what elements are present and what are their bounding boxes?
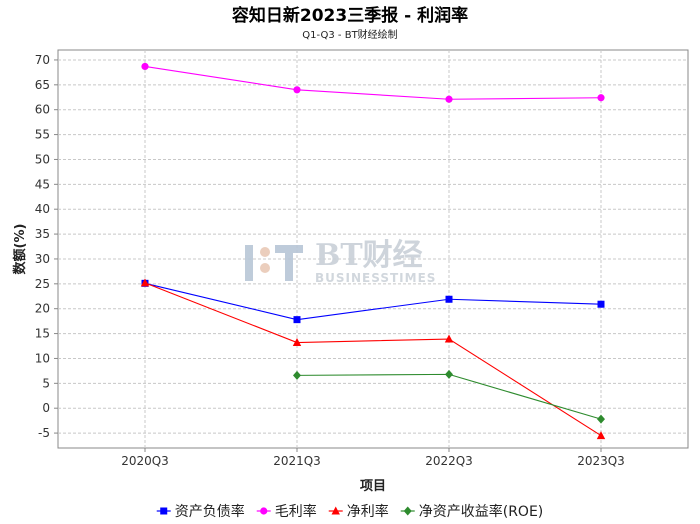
- data-point: [445, 369, 453, 379]
- chart-subtitle: Q1-Q3 - BT财经绘制: [302, 28, 397, 41]
- data-point: [597, 300, 605, 308]
- legend-label: 净利率: [347, 503, 389, 520]
- chart-title: 容知日新2023三季报 - 利润率: [232, 5, 468, 26]
- data-point: [597, 94, 605, 102]
- legend-item-2: 净利率: [328, 503, 389, 520]
- y-axis-label: 数额(%): [12, 224, 28, 275]
- watermark-brand: BT财经: [315, 238, 423, 273]
- data-point: [445, 295, 453, 303]
- legend-item-0: 资产负债率: [156, 503, 245, 520]
- y-tick-label: 70: [35, 53, 50, 67]
- series-3: [293, 369, 605, 424]
- y-tick-label: 30: [35, 252, 50, 266]
- data-point: [445, 95, 453, 103]
- data-point: [596, 431, 606, 440]
- y-tick-label: 10: [35, 351, 50, 365]
- y-tick-label: 50: [35, 152, 50, 166]
- gridlines: [58, 50, 688, 448]
- data-point: [293, 316, 301, 324]
- x-tick-label: 2021Q3: [273, 454, 321, 468]
- x-tick-label: 2022Q3: [425, 454, 473, 468]
- data-point: [597, 414, 605, 424]
- y-tick-label: 25: [35, 277, 50, 291]
- legend-marker: [403, 506, 412, 516]
- series-layer: [140, 62, 606, 440]
- x-tick-label: 2023Q3: [577, 454, 625, 468]
- legend-marker: [331, 506, 340, 515]
- y-tick-label: 15: [35, 327, 50, 341]
- series-line: [144, 282, 602, 321]
- y-tick-label: 35: [35, 227, 50, 241]
- data-point: [293, 86, 301, 94]
- x-tick-label: 2020Q3: [121, 454, 169, 468]
- legend-label: 净资产收益率(ROE): [419, 503, 544, 520]
- legend-label: 资产负债率: [175, 503, 245, 520]
- legend-marker: [160, 507, 168, 515]
- data-point: [293, 370, 301, 380]
- series-1: [141, 62, 605, 103]
- series-line: [144, 282, 602, 437]
- data-point: [140, 278, 150, 287]
- watermark-logo-icon: [245, 245, 303, 281]
- y-tick-label: 60: [35, 103, 50, 117]
- y-tick-label: 0: [42, 401, 50, 415]
- y-tick-label: 45: [35, 177, 50, 191]
- y-axis-ticks: -5 0 5 10 15 20 25 30 35 40 45 50 55 60 65 70: [35, 53, 58, 440]
- series-2: [140, 278, 606, 440]
- legend-label: 毛利率: [275, 503, 317, 520]
- y-tick-label: -5: [38, 426, 50, 440]
- data-point: [444, 334, 454, 343]
- data-point: [141, 62, 149, 71]
- legend-marker: [260, 507, 268, 515]
- x-axis-label: 项目: [360, 479, 386, 494]
- legend-item-1: 毛利率: [256, 503, 317, 520]
- series-line: [144, 65, 602, 100]
- legend-item-3: 净资产收益率(ROE): [400, 503, 544, 520]
- y-tick-label: 65: [35, 78, 50, 92]
- data-point: [292, 338, 302, 347]
- y-tick-label: 40: [35, 202, 50, 216]
- y-tick-label: 5: [42, 376, 50, 390]
- x-axis-ticks: 2020Q3 2021Q3 2022Q3 2023Q3: [121, 448, 625, 468]
- watermark: BT财经 BUSINESSTIMES: [245, 238, 436, 285]
- watermark-tagline: BUSINESSTIMES: [315, 271, 436, 285]
- y-tick-label: 55: [35, 128, 50, 142]
- plot-area: [57, 49, 689, 449]
- y-tick-label: 20: [35, 302, 50, 316]
- legend: 资产负债率 毛利率 净利率 净资产收益率(ROE): [156, 503, 544, 520]
